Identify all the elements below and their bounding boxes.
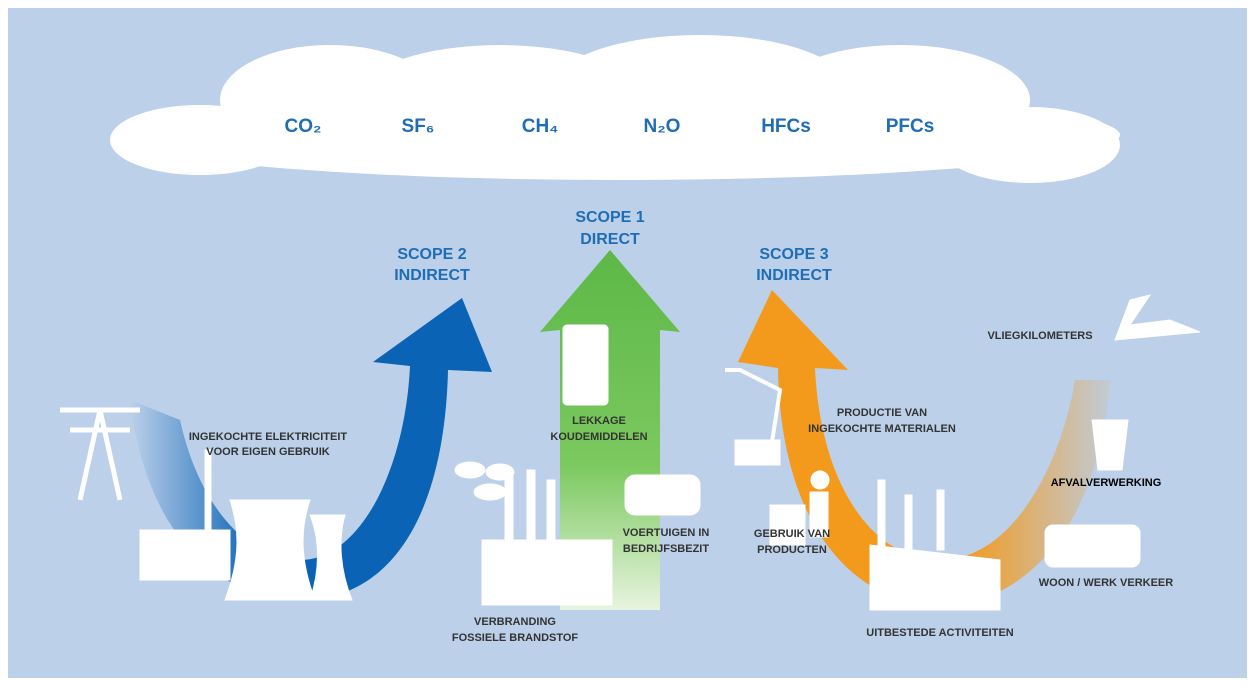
gas-label: SF₆ (402, 116, 435, 137)
gas-label: CO₂ (285, 116, 322, 137)
label: INGEKOCHTE MATERIALEN (808, 423, 956, 435)
label: BEDRIJFSBEZIT (623, 543, 709, 555)
scope-subtitle: INDIRECT (394, 267, 470, 284)
scope-subtitle: DIRECT (580, 231, 640, 248)
label: VERBRANDING (474, 616, 556, 628)
gas-label: CH₄ (522, 116, 559, 137)
label: FOSSIELE BRANDSTOF (452, 632, 579, 644)
label: UITBESTEDE ACTIVITEITEN (866, 627, 1014, 639)
label: KOUDEMIDDELEN (550, 431, 647, 443)
label: INGEKOCHTE ELEKTRICITEIT (189, 431, 348, 443)
gas-label: HFCs (761, 116, 811, 137)
label: AFVALVERWERKING (1051, 477, 1162, 489)
scope-subtitle: INDIRECT (756, 267, 832, 284)
label: PRODUCTIE VAN (837, 407, 927, 419)
label: VOERTUIGEN IN (623, 527, 710, 539)
label: VOOR EIGEN GEBRUIK (206, 446, 330, 458)
label: GEBRUIK VAN (754, 528, 830, 540)
infographic: CO₂ SF₆ CH₄ N₂O HFCs PFCs SCOPE 2 INDIRE… (0, 0, 1255, 688)
scope-title: SCOPE 2 (397, 246, 466, 263)
label: VLIEGKILOMETERS (987, 330, 1092, 342)
label: PRODUCTEN (757, 544, 827, 556)
scope-title: SCOPE 1 (575, 209, 644, 226)
scope-title: SCOPE 3 (759, 246, 828, 263)
gas-label: PFCs (886, 116, 935, 137)
gas-label: N₂O (644, 116, 681, 137)
label: WOON / WERK VERKEER (1039, 577, 1174, 589)
cloud (110, 35, 1120, 183)
label: LEKKAGE (572, 415, 626, 427)
